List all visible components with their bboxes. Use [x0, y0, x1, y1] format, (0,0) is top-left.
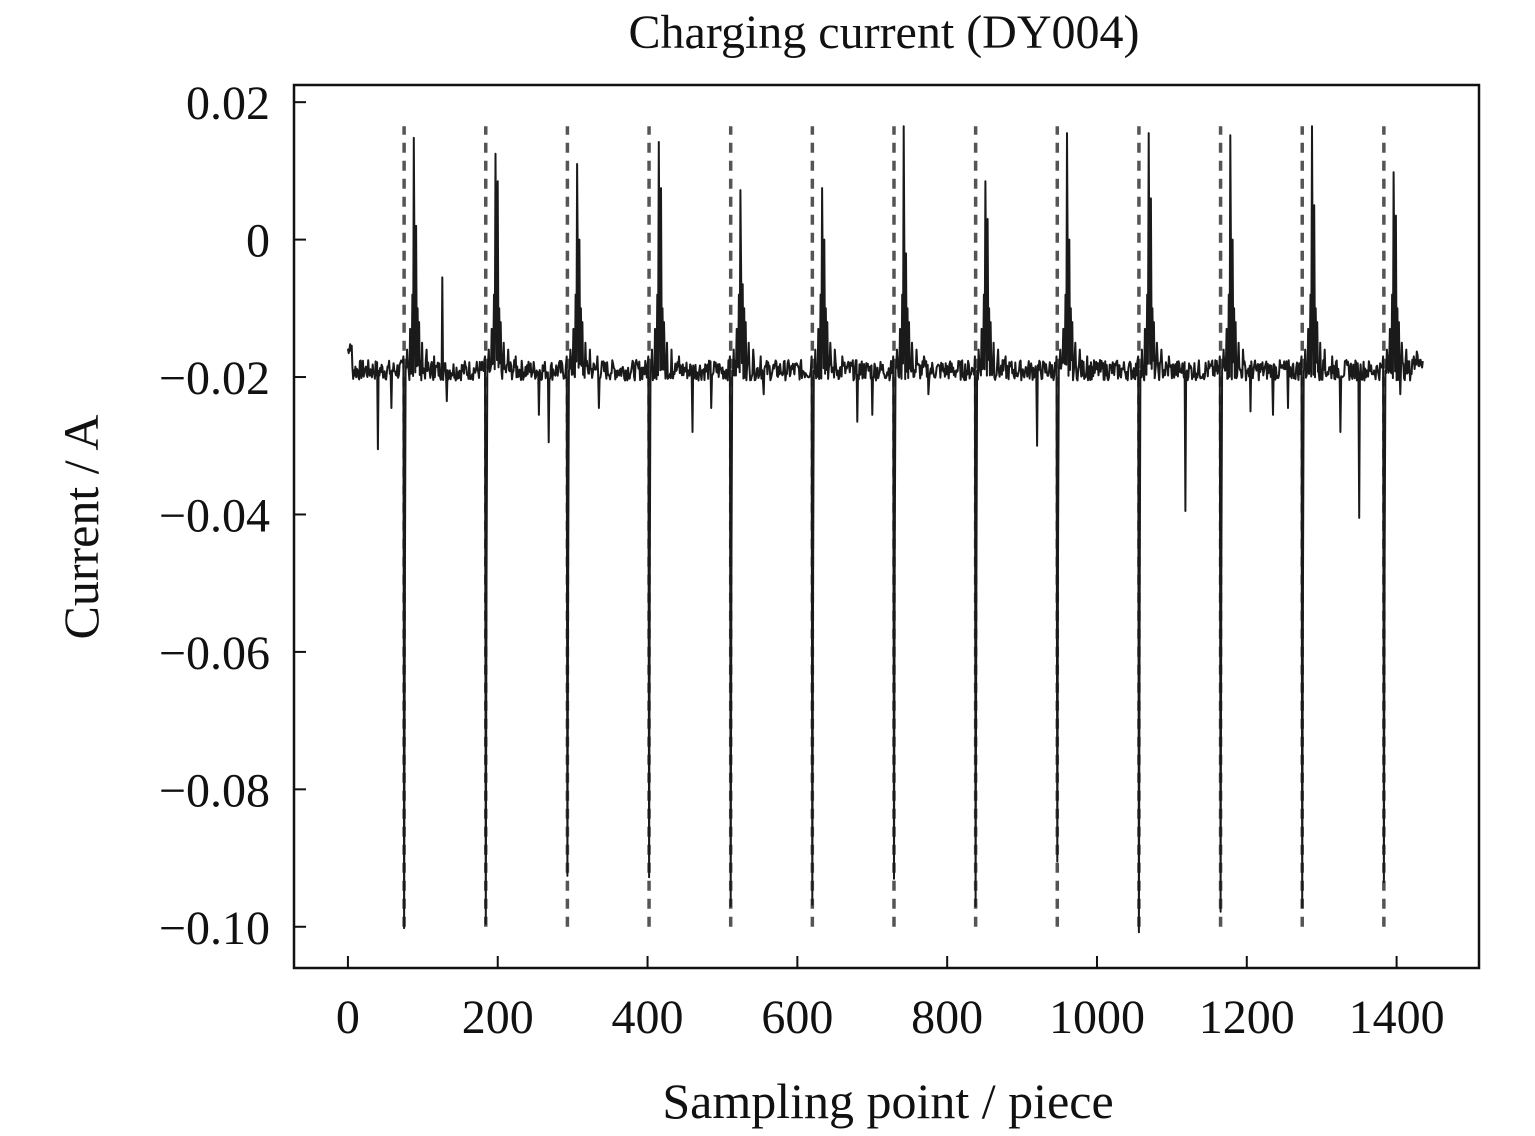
x-tick-label: 600 [761, 991, 833, 1044]
y-tick-label: −0.04 [159, 489, 270, 542]
y-tick-label: −0.06 [159, 627, 270, 680]
x-tick-label: 1400 [1349, 991, 1445, 1044]
y-tick-label: 0.02 [186, 77, 270, 130]
x-tick-label: 1000 [1049, 991, 1145, 1044]
plot-frame [292, 83, 1481, 970]
y-tick-label: −0.08 [159, 764, 270, 817]
y-tick-label: 0 [246, 215, 270, 268]
chart-title: Charging current (DY004) [629, 6, 1140, 59]
x-axis: 0 200 400 600 800 1000 1200 1400 [336, 956, 1445, 1044]
y-axis: 0.02 0 −0.02 −0.04 −0.06 −0.08 −0.10 [159, 77, 306, 955]
x-tick-label: 1200 [1199, 991, 1295, 1044]
current-series-line [346, 125, 1424, 934]
x-tick-label: 800 [911, 991, 983, 1044]
y-tick-label: −0.10 [159, 902, 270, 955]
y-tick-label: −0.02 [159, 352, 270, 405]
x-tick-label: 200 [462, 991, 534, 1044]
x-tick-label: 400 [612, 991, 684, 1044]
x-tick-label: 0 [336, 991, 360, 1044]
y-axis-label: Current / A [53, 415, 109, 640]
x-axis-label: Sampling point / piece [662, 1073, 1113, 1129]
